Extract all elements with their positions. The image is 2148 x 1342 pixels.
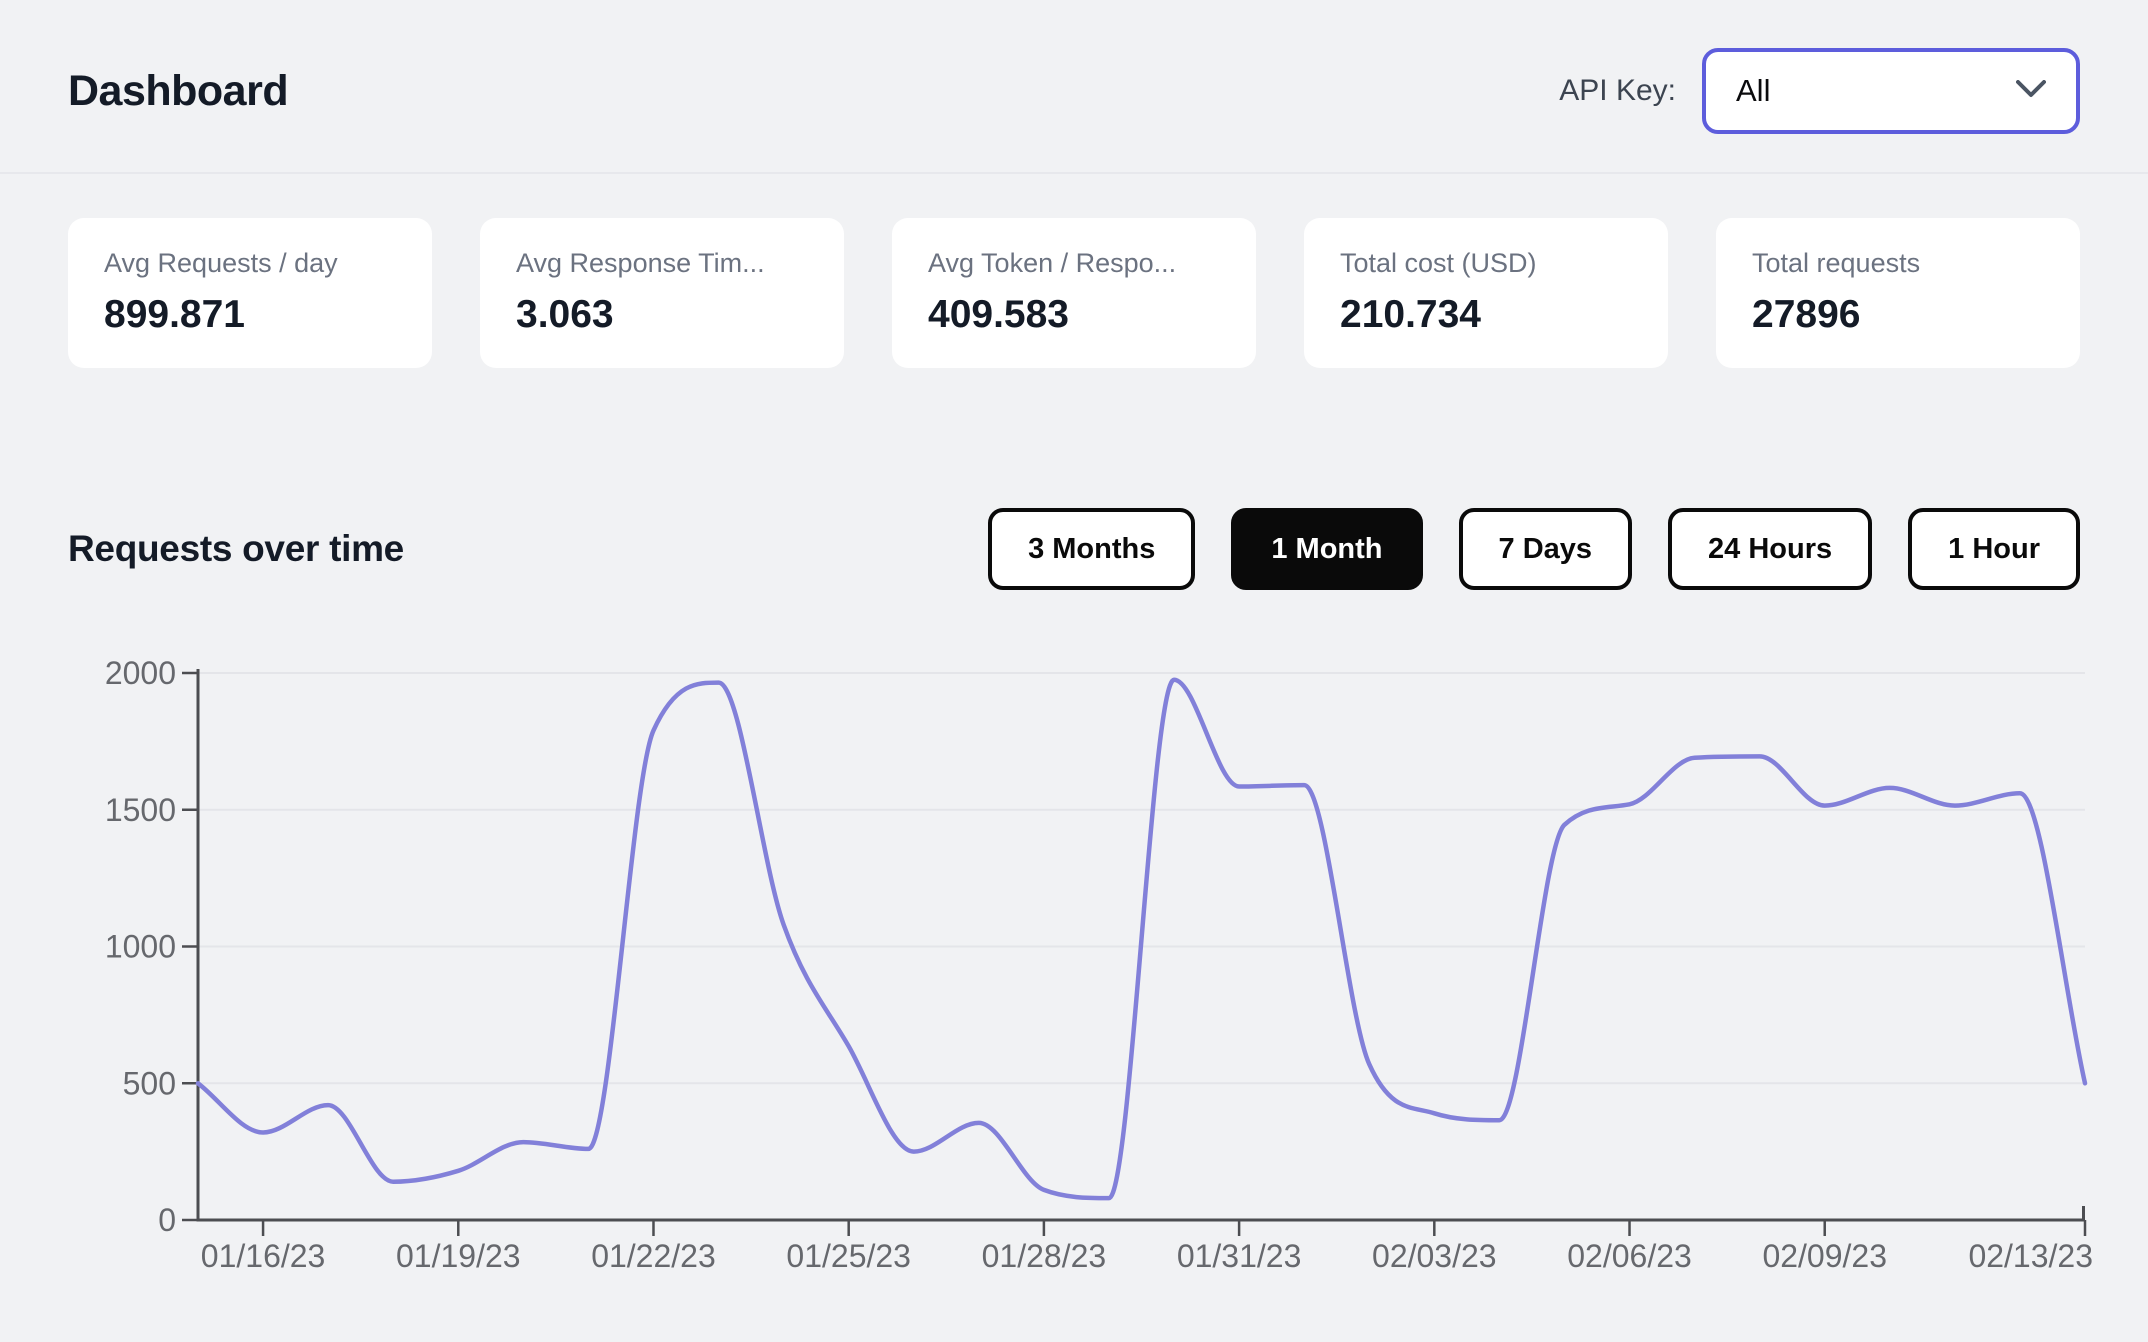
stats-row: Avg Requests / day 899.871 Avg Response … — [68, 218, 2080, 368]
stat-value: 3.063 — [516, 293, 614, 336]
range-button-3-months[interactable]: 3 Months — [988, 508, 1196, 590]
stat-label: Avg Requests / day — [104, 248, 338, 278]
stat-card-avg-response-time: Avg Response Tim... 3.063 — [480, 218, 844, 368]
svg-text:1500: 1500 — [105, 792, 176, 828]
chevron-down-icon — [2016, 79, 2046, 103]
api-key-selected-value: All — [1736, 73, 1771, 108]
api-key-label: API Key: — [1559, 74, 1676, 107]
range-button-1-month[interactable]: 1 Month — [1231, 508, 1423, 590]
stat-card-avg-requests: Avg Requests / day 899.871 — [68, 218, 432, 368]
stat-label: Avg Token / Respo... — [928, 248, 1177, 278]
svg-text:500: 500 — [123, 1065, 176, 1101]
svg-text:0: 0 — [158, 1202, 176, 1238]
stat-card-avg-token: Avg Token / Respo... 409.583 — [892, 218, 1256, 368]
stat-value: 409.583 — [928, 293, 1069, 336]
api-key-control: API Key: All — [1559, 48, 2080, 134]
svg-text:02/03/23: 02/03/23 — [1372, 1238, 1497, 1274]
stat-value: 210.734 — [1340, 293, 1481, 336]
svg-text:01/28/23: 01/28/23 — [982, 1238, 1107, 1274]
chart-section-header: Requests over time 3 Months 1 Month 7 Da… — [68, 508, 2080, 590]
requests-over-time-chart: 0 500 1000 1500 2000 01/16/23 01/19/23 01/22/23… — [0, 640, 2148, 1312]
stat-label: Avg Response Tim... — [516, 248, 765, 278]
svg-text:01/25/23: 01/25/23 — [786, 1238, 911, 1274]
svg-text:02/13/23: 02/13/23 — [1968, 1238, 2093, 1274]
api-key-select[interactable]: All — [1702, 48, 2080, 134]
stat-label: Total cost (USD) — [1340, 248, 1537, 278]
svg-text:01/31/23: 01/31/23 — [1177, 1238, 1302, 1274]
svg-text:01/19/23: 01/19/23 — [396, 1238, 521, 1274]
page-title: Dashboard — [68, 66, 289, 115]
stat-card-total-requests: Total requests 27896 — [1716, 218, 2080, 368]
stat-card-total-cost: Total cost (USD) 210.734 — [1304, 218, 1668, 368]
svg-text:01/22/23: 01/22/23 — [591, 1238, 716, 1274]
svg-text:01/16/23: 01/16/23 — [201, 1238, 326, 1274]
svg-text:02/06/23: 02/06/23 — [1567, 1238, 1692, 1274]
page-header: Dashboard API Key: All — [0, 0, 2148, 174]
time-range-group: 3 Months 1 Month 7 Days 24 Hours 1 Hour — [988, 508, 2080, 590]
svg-text:2000: 2000 — [105, 655, 176, 691]
chart-section-title: Requests over time — [68, 528, 404, 569]
svg-text:1000: 1000 — [105, 929, 176, 965]
stat-label: Total requests — [1752, 248, 1921, 278]
stat-value: 899.871 — [104, 293, 245, 336]
range-button-24-hours[interactable]: 24 Hours — [1668, 508, 1873, 590]
line-chart-svg: 0 500 1000 1500 2000 01/16/23 01/19/23 01/22/23… — [105, 655, 2093, 1274]
range-button-7-days[interactable]: 7 Days — [1458, 508, 1633, 590]
range-button-1-hour[interactable]: 1 Hour — [1908, 508, 2080, 590]
svg-text:02/09/23: 02/09/23 — [1762, 1238, 1887, 1274]
stat-value: 27896 — [1752, 293, 1861, 336]
